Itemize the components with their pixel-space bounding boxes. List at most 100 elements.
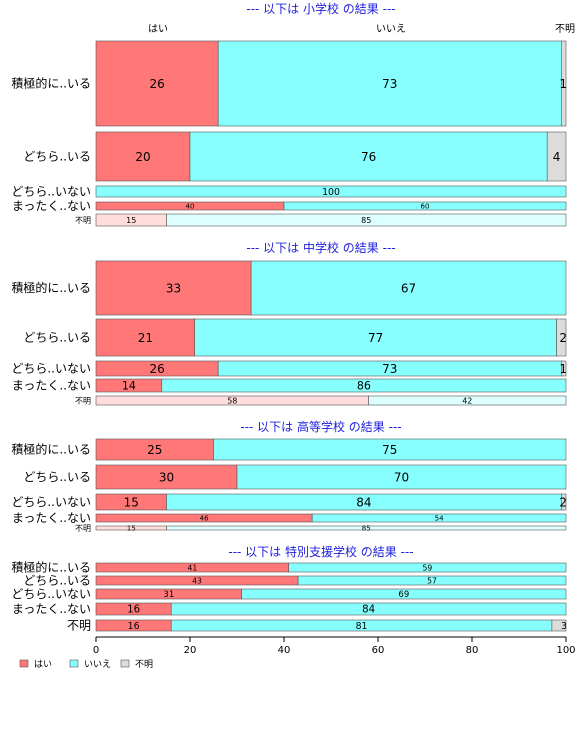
x-tick-label: 0	[93, 645, 99, 656]
data-label: 81	[356, 621, 368, 632]
data-label: 14	[122, 379, 136, 392]
panel-title: --- 以下は 中学校 の結果 ---	[246, 240, 395, 255]
data-label: 33	[166, 281, 181, 295]
row-label: 積極的に..いる	[11, 280, 91, 295]
data-label: 73	[382, 362, 397, 376]
x-tick-label: 20	[184, 645, 197, 656]
x-tick-label: 80	[466, 645, 479, 656]
row-label: まったく..ない	[12, 602, 91, 616]
x-tick-label: 60	[372, 645, 385, 656]
data-label: 67	[401, 281, 416, 295]
row-label: どちら..いない	[11, 185, 91, 199]
row-label: 積極的に..いる	[11, 560, 91, 575]
data-label: 73	[382, 77, 397, 91]
data-label: 46	[200, 515, 209, 523]
data-label: 41	[187, 563, 197, 572]
bar-segment	[189, 131, 548, 182]
data-label: 4	[553, 150, 561, 164]
data-label: 76	[361, 150, 376, 164]
bar-segment	[161, 378, 567, 393]
data-label: 25	[147, 443, 162, 457]
legend-label: いいえ	[84, 659, 111, 670]
row-label: まったく..ない	[12, 379, 91, 393]
data-label: 26	[149, 77, 164, 91]
bar-segment	[551, 619, 567, 632]
data-label: 15	[124, 495, 139, 509]
bar-segment	[95, 260, 252, 316]
data-label: 54	[435, 515, 444, 523]
row-label: 不明	[75, 216, 91, 225]
x-tick-label: 100	[556, 645, 575, 656]
row-label: まったく..ない	[12, 511, 91, 525]
bar-segment	[560, 40, 567, 127]
data-label: 86	[357, 379, 371, 392]
data-label: 1	[559, 77, 567, 91]
legend-swatch	[120, 659, 130, 668]
legend-label: はい	[34, 659, 52, 670]
data-label: 1	[559, 362, 567, 376]
bar-segment	[368, 395, 567, 406]
data-label: 85	[361, 216, 371, 225]
row-label: どちら..いない	[11, 495, 91, 509]
bar-segment	[194, 318, 557, 357]
bar-segment	[95, 40, 219, 127]
bar-segment	[546, 131, 567, 182]
bar-segment	[170, 602, 567, 616]
row-label: 積極的に..いる	[11, 76, 91, 91]
x-tick-label: 40	[278, 645, 291, 656]
legend-swatch	[19, 659, 29, 668]
row-label: まったく..ない	[12, 199, 91, 213]
data-label: 3	[561, 621, 567, 632]
data-label: 77	[368, 331, 383, 345]
bar-segment	[297, 575, 567, 586]
bar-segment	[236, 464, 567, 490]
data-label: 31	[163, 590, 174, 600]
data-label: 30	[159, 470, 174, 484]
bar-segment	[560, 493, 567, 511]
data-label: 20	[135, 150, 150, 164]
data-label: 60	[421, 203, 430, 211]
row-label: 積極的に..いる	[11, 442, 91, 457]
data-label: 69	[398, 590, 409, 600]
bar-segment	[556, 318, 567, 357]
data-label: 16	[127, 605, 140, 616]
legend-label: 不明	[135, 659, 153, 670]
data-label: 43	[192, 576, 202, 585]
bar-segment	[560, 360, 567, 377]
bar-segment	[217, 40, 562, 127]
row-label: どちら..いる	[23, 470, 91, 484]
row-label: 不明	[75, 524, 91, 533]
data-label: 58	[227, 396, 237, 405]
panel-title: --- 以下は 小学校 の結果 ---	[246, 1, 395, 16]
bar-segment	[95, 318, 195, 357]
panel-title: --- 以下は 高等学校 の結果 ---	[240, 419, 401, 434]
bar-segment	[166, 213, 567, 227]
row-label: どちら..いない	[11, 362, 91, 376]
data-label: 85	[362, 525, 371, 533]
row-label: 不明	[75, 397, 91, 406]
bar-segment	[95, 464, 238, 490]
row-label: どちら..いる	[23, 574, 91, 588]
data-label: 40	[186, 203, 195, 211]
data-label: 75	[382, 443, 397, 457]
data-label: 2	[559, 331, 567, 345]
bar-segment	[283, 201, 567, 211]
data-label: 21	[138, 331, 153, 345]
data-label: 70	[394, 470, 409, 484]
data-label: 42	[462, 396, 472, 405]
column-header: いいえ	[376, 23, 406, 35]
column-header: 不明	[555, 23, 575, 35]
data-label: 59	[422, 563, 432, 572]
row-label: どちら..いる	[23, 331, 91, 345]
bar-segment	[95, 185, 567, 198]
bar-segment	[311, 513, 567, 523]
data-label: 57	[427, 576, 437, 585]
data-label: 84	[362, 605, 375, 616]
data-label: 84	[356, 495, 371, 509]
row-label: 不明	[67, 619, 91, 633]
data-label: 2	[559, 495, 567, 509]
legend-swatch	[69, 659, 79, 668]
data-label: 15	[126, 216, 136, 225]
data-label: 16	[128, 621, 140, 632]
